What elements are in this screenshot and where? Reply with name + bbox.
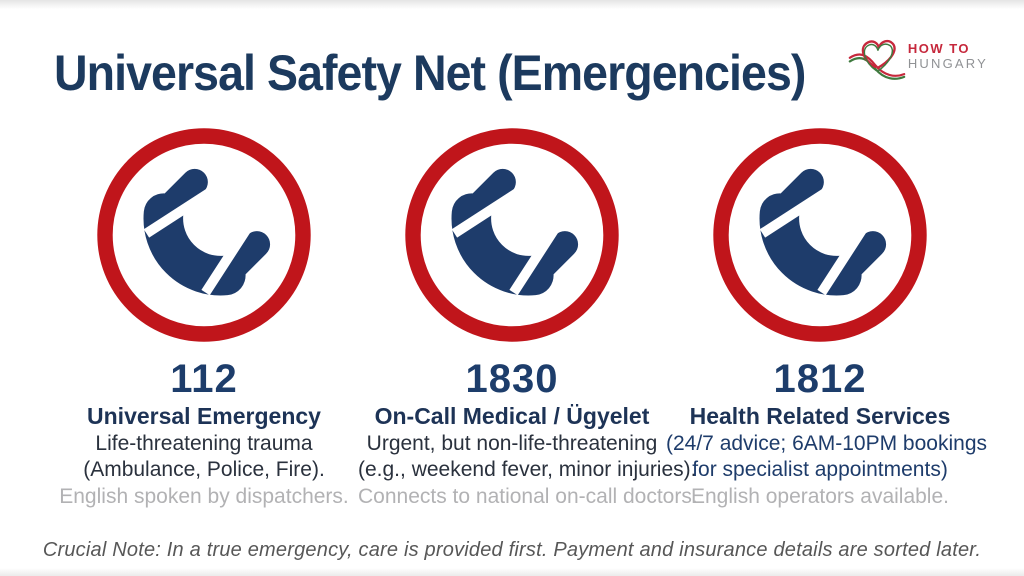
page-title: Universal Safety Net (Emergencies) (54, 45, 806, 101)
card-line: Life-threatening trauma (95, 432, 313, 455)
phone-number: 112 (170, 357, 238, 401)
card-heading: Universal Emergency (87, 403, 321, 429)
card-1830: 1830 On-Call Medical / Ügyelet Urgent, b… (358, 125, 698, 511)
card-line: Urgent, but non-life-threatening (366, 432, 658, 455)
card-heading: On-Call Medical / Ügyelet (374, 403, 650, 429)
phone-number: 1812 (773, 357, 867, 401)
card-line: (24/7 advice; 6AM-10PM bookings (666, 432, 987, 455)
emergency-cards: 112 Universal Emergency Life-threatening… (0, 125, 1024, 511)
how-to-hungary-logo: HOW TO HUNGARY (848, 30, 988, 82)
phone-receiver-icon (94, 125, 314, 345)
phone-number: 1830 (465, 357, 559, 401)
card-line: for specialist appointments) (692, 458, 948, 481)
card-line: (e.g., weekend fever, minor injuries). (358, 458, 697, 481)
card-line: (Ambulance, Police, Fire). (83, 458, 325, 481)
crucial-note: Crucial Note: In a true emergency, care … (42, 539, 982, 561)
card-muted-line: English spoken by dispatchers. (59, 485, 349, 508)
logo-line2: HUNGARY (907, 56, 988, 71)
card-muted-line: English operators available. (691, 485, 949, 508)
phone-receiver-icon (710, 125, 930, 345)
logo-line1: HOW TO (907, 41, 971, 56)
heart-ribbon-icon (848, 39, 906, 80)
card-112: 112 Universal Emergency Life-threatening… (50, 125, 358, 511)
phone-receiver-icon (402, 125, 622, 345)
card-muted-line: Connects to national on-call doctors. (358, 485, 698, 508)
card-1812: 1812 Health Related Services (24/7 advic… (666, 125, 987, 511)
card-heading: Health Related Services (689, 403, 951, 429)
footer: Crucial Note: In a true emergency, care … (0, 539, 1024, 562)
